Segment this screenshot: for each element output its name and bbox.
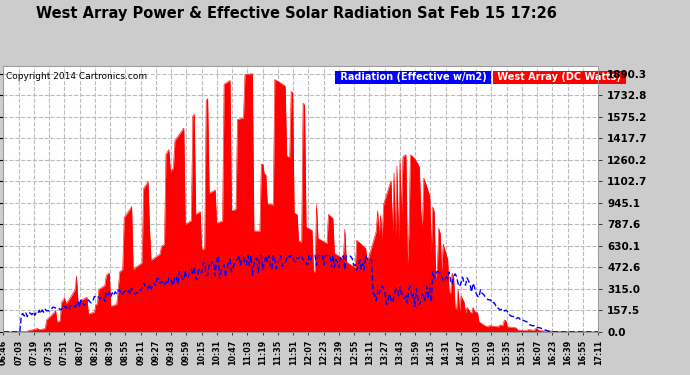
- Text: West Array Power & Effective Solar Radiation Sat Feb 15 17:26: West Array Power & Effective Solar Radia…: [37, 6, 557, 21]
- Text: West Array (DC Watts): West Array (DC Watts): [494, 72, 624, 82]
- Text: Copyright 2014 Cartronics.com: Copyright 2014 Cartronics.com: [6, 72, 147, 81]
- Text: Radiation (Effective w/m2): Radiation (Effective w/m2): [337, 72, 490, 82]
